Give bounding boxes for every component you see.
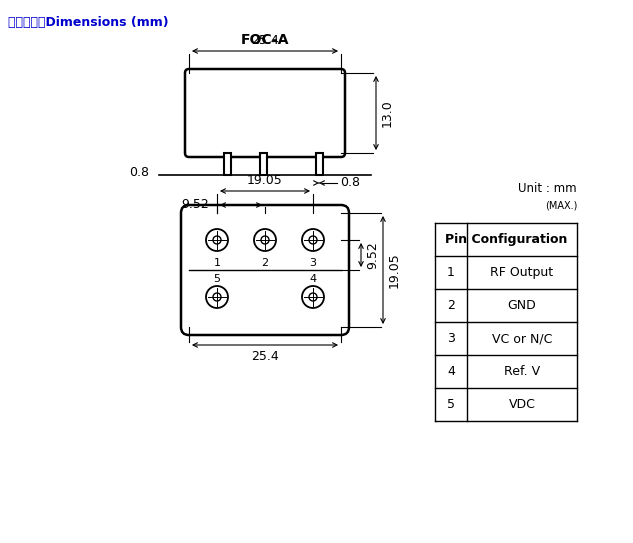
Text: Unit : mm: Unit : mm	[518, 182, 577, 195]
Text: (MAX.): (MAX.)	[544, 201, 577, 211]
Text: Pin Configuration: Pin Configuration	[445, 233, 567, 246]
Text: 19.05: 19.05	[247, 174, 283, 187]
Text: 3: 3	[447, 332, 455, 345]
Text: 4: 4	[310, 274, 316, 284]
Text: RF Output: RF Output	[491, 266, 554, 279]
Text: 3: 3	[310, 258, 316, 268]
Text: 5: 5	[447, 398, 455, 411]
Text: Ref. V: Ref. V	[504, 365, 540, 378]
FancyBboxPatch shape	[185, 69, 345, 157]
Text: FOC-A: FOC-A	[241, 33, 289, 47]
Bar	[260, 153, 267, 175]
Text: 外形寸法／Dimensions (mm): 外形寸法／Dimensions (mm)	[8, 16, 168, 29]
Text: VDC: VDC	[508, 398, 536, 411]
Text: 2: 2	[261, 258, 268, 268]
Text: 25.4: 25.4	[251, 34, 279, 47]
Text: 0.8: 0.8	[129, 167, 149, 180]
Text: 9.52: 9.52	[181, 199, 209, 212]
Text: 5: 5	[213, 274, 220, 284]
Text: GND: GND	[508, 299, 536, 312]
Text: 13.0: 13.0	[381, 99, 394, 127]
Text: VC or N/C: VC or N/C	[492, 332, 552, 345]
Text: 9.52: 9.52	[366, 241, 379, 269]
Text: 0.8: 0.8	[340, 176, 360, 190]
Text: 2: 2	[447, 299, 455, 312]
Text: 1: 1	[447, 266, 455, 279]
Bar	[224, 153, 231, 175]
Text: 1: 1	[213, 258, 220, 268]
Text: 25.4: 25.4	[251, 350, 279, 363]
Bar	[316, 153, 323, 175]
Text: 4: 4	[447, 365, 455, 378]
Text: 19.05: 19.05	[388, 252, 401, 288]
FancyBboxPatch shape	[181, 205, 349, 335]
